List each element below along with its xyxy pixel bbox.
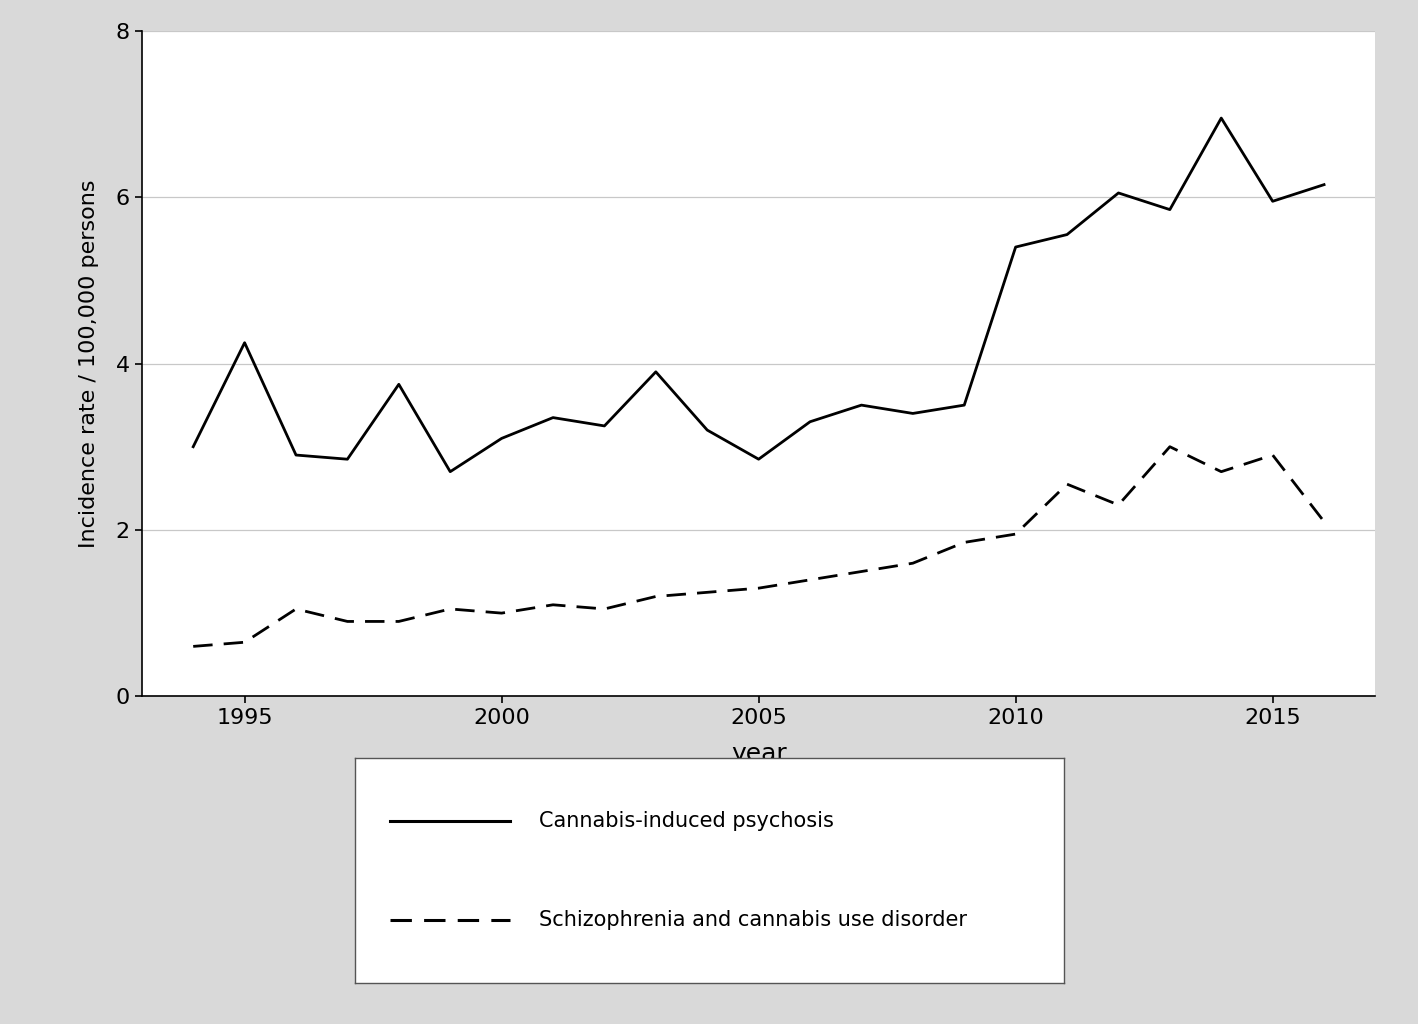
- Cannabis-induced psychosis: [1110, 186, 1127, 199]
- Cannabis-induced psychosis: [390, 378, 407, 390]
- Schizophrenia and cannabis use disorder: [956, 537, 973, 549]
- Cannabis-induced psychosis: [801, 416, 818, 428]
- Cannabis-induced psychosis: [596, 420, 613, 432]
- Schizophrenia and cannabis use disorder: [1265, 449, 1282, 461]
- Line: Schizophrenia and cannabis use disorder: Schizophrenia and cannabis use disorder: [193, 446, 1324, 646]
- Text: Schizophrenia and cannabis use disorder: Schizophrenia and cannabis use disorder: [539, 910, 967, 930]
- Schizophrenia and cannabis use disorder: [184, 640, 201, 652]
- Schizophrenia and cannabis use disorder: [1212, 466, 1229, 478]
- Schizophrenia and cannabis use disorder: [493, 607, 510, 620]
- Cannabis-induced psychosis: [339, 453, 356, 465]
- Schizophrenia and cannabis use disorder: [801, 573, 818, 586]
- Schizophrenia and cannabis use disorder: [750, 582, 767, 594]
- Schizophrenia and cannabis use disorder: [339, 615, 356, 628]
- Schizophrenia and cannabis use disorder: [596, 603, 613, 615]
- Schizophrenia and cannabis use disorder: [1316, 515, 1333, 527]
- Schizophrenia and cannabis use disorder: [545, 599, 562, 611]
- Cannabis-induced psychosis: [648, 366, 665, 378]
- Cannabis-induced psychosis: [1059, 228, 1076, 241]
- Cannabis-induced psychosis: [1265, 196, 1282, 208]
- Cannabis-induced psychosis: [854, 399, 871, 412]
- Cannabis-induced psychosis: [1212, 112, 1229, 124]
- Schizophrenia and cannabis use disorder: [1161, 440, 1178, 453]
- Schizophrenia and cannabis use disorder: [442, 603, 459, 615]
- Schizophrenia and cannabis use disorder: [1007, 528, 1024, 541]
- Cannabis-induced psychosis: [956, 399, 973, 412]
- Cannabis-induced psychosis: [288, 449, 305, 461]
- Schizophrenia and cannabis use disorder: [905, 557, 922, 569]
- Text: Cannabis-induced psychosis: Cannabis-induced psychosis: [539, 811, 834, 830]
- Cannabis-induced psychosis: [442, 466, 459, 478]
- Y-axis label: Incidence rate / 100,000 persons: Incidence rate / 100,000 persons: [79, 179, 99, 548]
- Cannabis-induced psychosis: [237, 337, 254, 349]
- Cannabis-induced psychosis: [1007, 241, 1024, 253]
- Cannabis-induced psychosis: [184, 440, 201, 453]
- Schizophrenia and cannabis use disorder: [699, 586, 716, 598]
- Cannabis-induced psychosis: [699, 424, 716, 436]
- Cannabis-induced psychosis: [1161, 204, 1178, 216]
- Schizophrenia and cannabis use disorder: [390, 615, 407, 628]
- Cannabis-induced psychosis: [905, 408, 922, 420]
- Schizophrenia and cannabis use disorder: [854, 565, 871, 578]
- X-axis label: year: year: [730, 742, 787, 766]
- Schizophrenia and cannabis use disorder: [1059, 478, 1076, 490]
- Schizophrenia and cannabis use disorder: [1110, 499, 1127, 511]
- Cannabis-induced psychosis: [545, 412, 562, 424]
- Cannabis-induced psychosis: [1316, 178, 1333, 190]
- Cannabis-induced psychosis: [493, 432, 510, 444]
- Line: Cannabis-induced psychosis: Cannabis-induced psychosis: [193, 118, 1324, 472]
- Schizophrenia and cannabis use disorder: [237, 636, 254, 648]
- Schizophrenia and cannabis use disorder: [288, 603, 305, 615]
- Schizophrenia and cannabis use disorder: [648, 590, 665, 602]
- Cannabis-induced psychosis: [750, 453, 767, 465]
